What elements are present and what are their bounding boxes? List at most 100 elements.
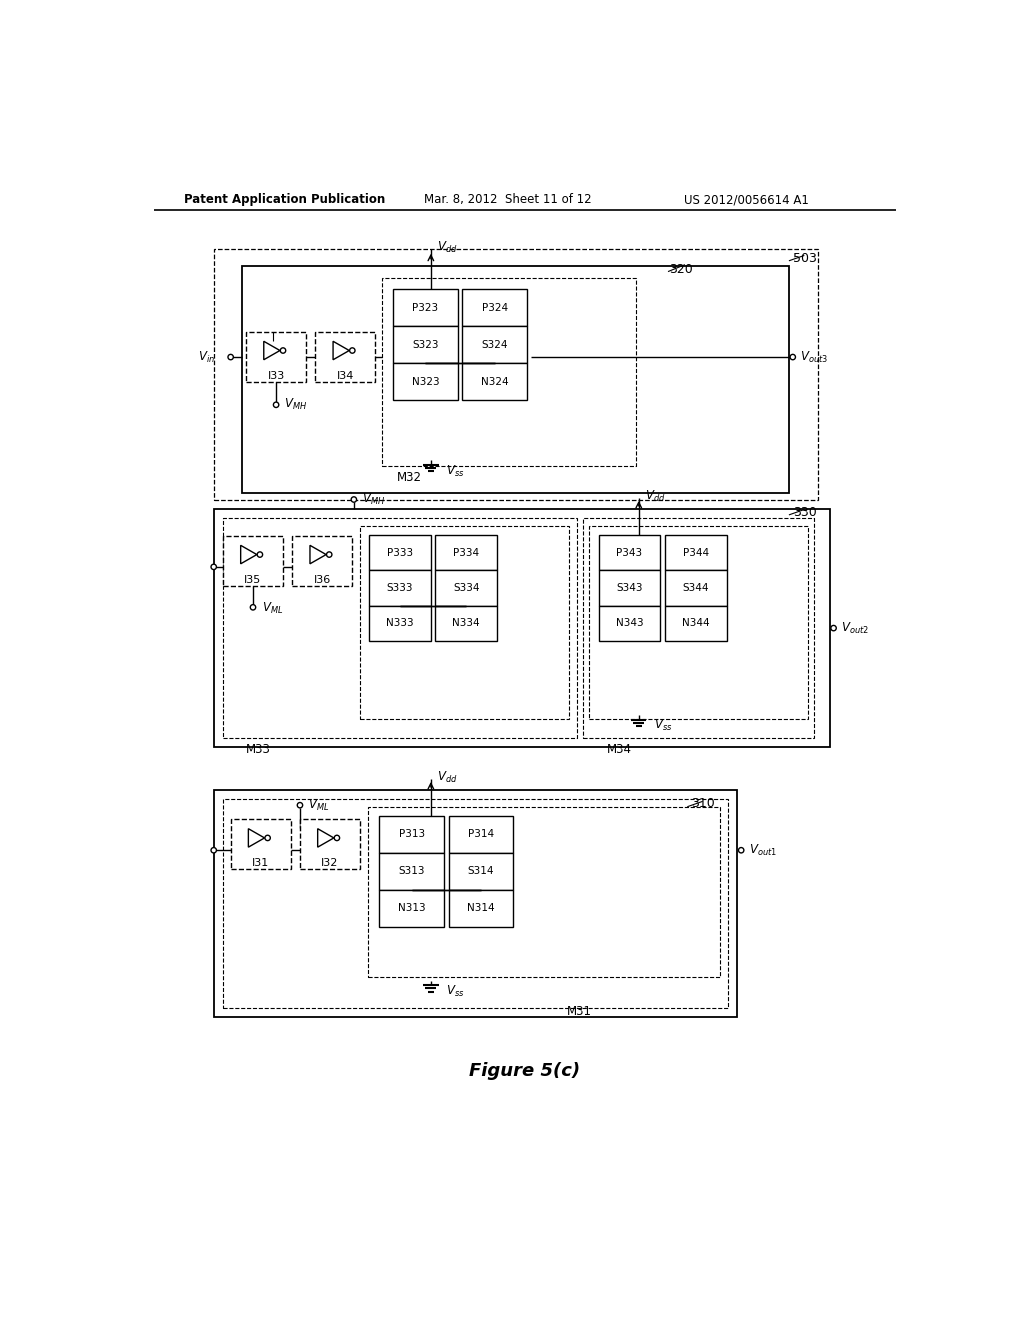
Text: $V_{dd}$: $V_{dd}$ (645, 488, 666, 504)
Circle shape (297, 803, 303, 808)
Text: N323: N323 (412, 376, 439, 387)
Text: N324: N324 (481, 376, 509, 387)
Bar (246, 331, 306, 381)
Bar (292, 536, 352, 586)
Text: Mar. 8, 2012  Sheet 11 of 12: Mar. 8, 2012 Sheet 11 of 12 (424, 194, 592, 206)
Text: N313: N313 (397, 903, 425, 913)
Bar (463, 289, 527, 326)
Bar (584, 517, 814, 738)
Circle shape (334, 836, 340, 841)
Circle shape (327, 552, 332, 557)
Text: $V_{ss}$: $V_{ss}$ (446, 463, 465, 479)
Text: $V_{dd}$: $V_{dd}$ (437, 770, 458, 785)
Text: P333: P333 (387, 548, 413, 557)
Text: 503: 503 (793, 252, 816, 265)
Bar (360, 525, 569, 719)
Bar (214, 249, 818, 499)
Text: P343: P343 (616, 548, 643, 557)
Text: I31: I31 (252, 858, 269, 869)
Bar (449, 890, 513, 927)
Text: N333: N333 (386, 619, 414, 628)
Circle shape (250, 605, 256, 610)
Bar (214, 508, 829, 747)
Text: P324: P324 (481, 302, 508, 313)
Circle shape (211, 564, 216, 570)
Bar (435, 606, 497, 642)
Bar (223, 536, 283, 586)
Text: $V_{MH}$: $V_{MH}$ (361, 492, 385, 507)
Text: S333: S333 (387, 583, 414, 593)
Bar (449, 853, 513, 890)
Circle shape (738, 847, 743, 853)
Text: P334: P334 (454, 548, 479, 557)
Text: N334: N334 (453, 619, 480, 628)
Bar (393, 326, 458, 363)
Text: $V_{ss}$: $V_{ss}$ (446, 983, 465, 999)
Bar (379, 853, 444, 890)
Text: S323: S323 (413, 339, 438, 350)
Bar (243, 267, 788, 494)
Text: N343: N343 (615, 619, 643, 628)
Bar (590, 525, 808, 719)
Text: P323: P323 (413, 302, 438, 313)
Bar (379, 816, 444, 853)
Text: $V_{out1}$: $V_{out1}$ (749, 842, 777, 858)
Text: S343: S343 (616, 583, 643, 593)
Text: $V_{dd}$: $V_{dd}$ (437, 240, 458, 255)
Text: I36: I36 (313, 574, 331, 585)
Bar (300, 818, 360, 869)
Bar (223, 799, 728, 1007)
Text: S334: S334 (453, 583, 479, 593)
Bar (223, 517, 578, 738)
Text: M33: M33 (246, 743, 271, 756)
Text: I34: I34 (337, 371, 354, 380)
Text: $V_{ML}$: $V_{ML}$ (307, 797, 329, 813)
Circle shape (791, 354, 796, 360)
Text: $V_{ss}$: $V_{ss}$ (654, 718, 673, 734)
Bar (599, 606, 660, 642)
Bar (370, 535, 431, 570)
Text: 310: 310 (691, 797, 715, 810)
Bar (449, 816, 513, 853)
Text: I33: I33 (267, 371, 285, 380)
Text: P313: P313 (398, 829, 425, 840)
Circle shape (257, 552, 262, 557)
Text: $V_{in}$: $V_{in}$ (199, 350, 215, 364)
Bar (463, 363, 527, 400)
Text: $V_{out3}$: $V_{out3}$ (801, 350, 828, 364)
Bar (370, 606, 431, 642)
Bar (393, 363, 458, 400)
Text: US 2012/0056614 A1: US 2012/0056614 A1 (684, 194, 809, 206)
Text: M32: M32 (397, 471, 422, 484)
Bar (435, 570, 497, 606)
Circle shape (265, 836, 270, 841)
Bar (665, 570, 727, 606)
Text: P344: P344 (683, 548, 709, 557)
Circle shape (351, 496, 356, 502)
Circle shape (830, 626, 837, 631)
Text: 330: 330 (793, 506, 816, 519)
Bar (214, 789, 737, 1016)
Bar (368, 807, 720, 977)
Text: 320: 320 (670, 263, 693, 276)
Bar (599, 535, 660, 570)
Text: M34: M34 (606, 743, 632, 756)
Text: M31: M31 (567, 1005, 592, 1018)
Text: $V_{MH}$: $V_{MH}$ (284, 397, 307, 412)
Bar (665, 535, 727, 570)
Bar (435, 535, 497, 570)
Text: P314: P314 (468, 829, 494, 840)
Text: $V_{out2}$: $V_{out2}$ (842, 620, 869, 636)
Text: S344: S344 (682, 583, 709, 593)
Circle shape (228, 354, 233, 360)
Bar (382, 277, 636, 466)
Circle shape (281, 348, 286, 354)
Bar (370, 570, 431, 606)
Bar (230, 818, 291, 869)
Text: S313: S313 (398, 866, 425, 876)
Bar (463, 326, 527, 363)
Text: Figure 5(c): Figure 5(c) (469, 1061, 581, 1080)
Text: S324: S324 (481, 339, 508, 350)
Circle shape (273, 403, 279, 408)
Circle shape (349, 348, 355, 354)
